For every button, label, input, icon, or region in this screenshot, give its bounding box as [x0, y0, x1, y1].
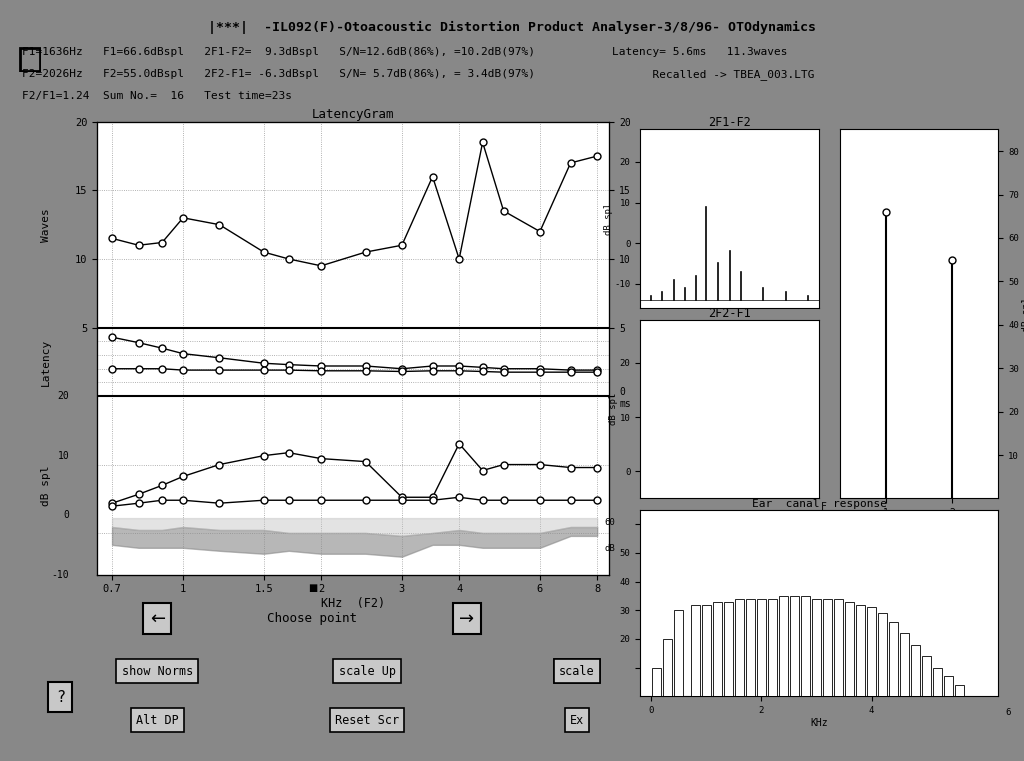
- Bar: [835, 599, 843, 696]
- Text: Latency= 5.6ms   11.3waves: Latency= 5.6ms 11.3waves: [612, 47, 787, 57]
- Text: 10: 10: [57, 451, 70, 460]
- Bar: [801, 596, 810, 696]
- Text: Ex: Ex: [569, 714, 584, 727]
- Bar: [745, 599, 755, 696]
- Text: scale: scale: [559, 664, 595, 677]
- Bar: [713, 602, 722, 696]
- Text: Waves: Waves: [41, 208, 51, 241]
- Y-axis label: dB spl: dB spl: [1022, 296, 1024, 332]
- Bar: [812, 599, 821, 696]
- Title: 2F1-F2: 2F1-F2: [709, 116, 751, 129]
- Text: scale Up: scale Up: [339, 664, 395, 677]
- Text: 6: 6: [1006, 708, 1011, 717]
- Bar: [889, 622, 898, 696]
- Bar: [933, 667, 942, 696]
- Text: -10: -10: [51, 569, 70, 580]
- Text: 60: 60: [604, 517, 614, 527]
- Title: LatencyGram: LatencyGram: [312, 107, 394, 120]
- Text: dB: dB: [604, 544, 614, 553]
- Bar: [856, 604, 865, 696]
- Bar: [923, 656, 931, 696]
- Text: 20: 20: [57, 391, 70, 401]
- Bar: [944, 677, 953, 696]
- Bar: [900, 633, 909, 696]
- Bar: [955, 685, 965, 696]
- Text: 1.245KHz: 1.245KHz: [692, 326, 738, 336]
- Title: Ear  canal  response: Ear canal response: [752, 499, 887, 509]
- Text: scale: scale: [559, 664, 595, 677]
- Text: Latency: Latency: [41, 338, 51, 386]
- Text: 0: 0: [63, 510, 70, 520]
- Bar: [845, 602, 854, 696]
- Y-axis label: dB spl: dB spl: [609, 393, 618, 425]
- Bar: [879, 613, 887, 696]
- Bar: [724, 602, 732, 696]
- Text: Alt DP: Alt DP: [136, 714, 178, 727]
- Text: dB spl: dB spl: [41, 465, 51, 505]
- Text: F: F: [820, 501, 826, 511]
- Bar: [674, 610, 683, 696]
- Text: F1=1636Hz   F1=66.6dBspl   2F1-F2=  9.3dBspl   S/N=12.6dB(86%), =10.2dB(97%): F1=1636Hz F1=66.6dBspl 2F1-F2= 9.3dBspl …: [23, 47, 536, 57]
- Text: F2/F1=1.24  Sum No.=  16   Test time=23s: F2/F1=1.24 Sum No.= 16 Test time=23s: [23, 91, 292, 101]
- Text: Reset Scr: Reset Scr: [335, 714, 399, 727]
- Bar: [664, 639, 672, 696]
- Text: |***|  -IL092(F)-Otoacoustic Distortion Product Analyser-3/8/96- OTOdynamics: |***| -IL092(F)-Otoacoustic Distortion P…: [208, 21, 816, 34]
- Title: 2F2-F1: 2F2-F1: [709, 307, 751, 320]
- Bar: [757, 599, 766, 696]
- Bar: [779, 596, 787, 696]
- Bar: [911, 645, 921, 696]
- Bar: [790, 596, 799, 696]
- Text: ←: ←: [150, 610, 165, 628]
- Text: ?: ?: [55, 689, 65, 705]
- X-axis label: KHz: KHz: [810, 718, 828, 728]
- Bar: [768, 599, 777, 696]
- Text: ■: ■: [307, 583, 317, 594]
- Y-axis label: dB spl: dB spl: [604, 202, 612, 235]
- Text: show Norms: show Norms: [122, 664, 193, 677]
- Text: Recalled -> TBEA_003.LTG: Recalled -> TBEA_003.LTG: [612, 69, 814, 80]
- Bar: [691, 604, 699, 696]
- Bar: [701, 604, 711, 696]
- Bar: [735, 599, 743, 696]
- Text: F2=2026Hz   F2=55.0dBspl   2F2-F1= -6.3dBspl   S/N= 5.7dB(86%), = 3.4dB(97%): F2=2026Hz F2=55.0dBspl 2F2-F1= -6.3dBspl…: [23, 69, 536, 79]
- Text: →: →: [460, 610, 474, 628]
- Bar: [867, 607, 876, 696]
- X-axis label: KHz  (F2): KHz (F2): [322, 597, 385, 610]
- Bar: [823, 599, 831, 696]
- Bar: [652, 667, 660, 696]
- Text: Choose point: Choose point: [267, 612, 357, 626]
